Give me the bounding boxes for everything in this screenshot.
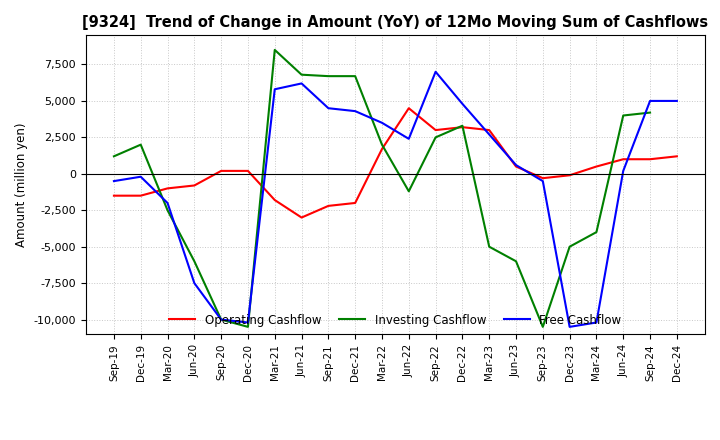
- Free Cashflow: [539, 179, 547, 184]
- Free Cashflow: [592, 320, 600, 325]
- Investing Cashflow: [217, 317, 225, 322]
- Investing Cashflow: [351, 73, 359, 79]
- Free Cashflow: [405, 136, 413, 142]
- Free Cashflow: [109, 179, 118, 184]
- Operating Cashflow: [458, 125, 467, 130]
- Operating Cashflow: [405, 106, 413, 111]
- Operating Cashflow: [217, 168, 225, 173]
- Investing Cashflow: [243, 324, 252, 330]
- Investing Cashflow: [163, 208, 172, 213]
- Investing Cashflow: [405, 189, 413, 194]
- Operating Cashflow: [378, 147, 387, 152]
- Operating Cashflow: [565, 172, 574, 178]
- Free Cashflow: [458, 101, 467, 106]
- Free Cashflow: [512, 162, 521, 168]
- Free Cashflow: [136, 174, 145, 180]
- Investing Cashflow: [565, 244, 574, 249]
- Investing Cashflow: [646, 110, 654, 115]
- Free Cashflow: [565, 324, 574, 330]
- Operating Cashflow: [324, 203, 333, 209]
- Investing Cashflow: [271, 47, 279, 52]
- Operating Cashflow: [163, 186, 172, 191]
- Free Cashflow: [672, 98, 681, 103]
- Operating Cashflow: [297, 215, 306, 220]
- Investing Cashflow: [458, 123, 467, 128]
- Free Cashflow: [243, 320, 252, 325]
- Free Cashflow: [163, 200, 172, 205]
- Operating Cashflow: [271, 198, 279, 203]
- Investing Cashflow: [592, 230, 600, 235]
- Operating Cashflow: [431, 128, 440, 133]
- Investing Cashflow: [539, 324, 547, 330]
- Operating Cashflow: [485, 128, 493, 133]
- Free Cashflow: [646, 98, 654, 103]
- Operating Cashflow: [539, 176, 547, 181]
- Investing Cashflow: [378, 142, 387, 147]
- Y-axis label: Amount (million yen): Amount (million yen): [15, 122, 28, 247]
- Investing Cashflow: [136, 142, 145, 147]
- Operating Cashflow: [646, 157, 654, 162]
- Free Cashflow: [217, 317, 225, 322]
- Line: Investing Cashflow: Investing Cashflow: [114, 50, 650, 327]
- Free Cashflow: [297, 81, 306, 86]
- Legend: Operating Cashflow, Investing Cashflow, Free Cashflow: Operating Cashflow, Investing Cashflow, …: [165, 309, 626, 331]
- Investing Cashflow: [190, 259, 199, 264]
- Operating Cashflow: [109, 193, 118, 198]
- Operating Cashflow: [136, 193, 145, 198]
- Free Cashflow: [431, 69, 440, 74]
- Operating Cashflow: [243, 168, 252, 173]
- Free Cashflow: [485, 132, 493, 137]
- Operating Cashflow: [619, 157, 628, 162]
- Investing Cashflow: [109, 154, 118, 159]
- Investing Cashflow: [619, 113, 628, 118]
- Line: Operating Cashflow: Operating Cashflow: [114, 108, 677, 217]
- Operating Cashflow: [512, 164, 521, 169]
- Operating Cashflow: [592, 164, 600, 169]
- Investing Cashflow: [512, 259, 521, 264]
- Investing Cashflow: [297, 72, 306, 77]
- Free Cashflow: [324, 106, 333, 111]
- Free Cashflow: [619, 168, 628, 173]
- Title: [9324]  Trend of Change in Amount (YoY) of 12Mo Moving Sum of Cashflows: [9324] Trend of Change in Amount (YoY) o…: [82, 15, 708, 30]
- Free Cashflow: [351, 109, 359, 114]
- Investing Cashflow: [485, 244, 493, 249]
- Operating Cashflow: [190, 183, 199, 188]
- Free Cashflow: [378, 120, 387, 125]
- Free Cashflow: [190, 280, 199, 286]
- Investing Cashflow: [431, 135, 440, 140]
- Operating Cashflow: [351, 200, 359, 205]
- Free Cashflow: [271, 87, 279, 92]
- Line: Free Cashflow: Free Cashflow: [114, 72, 677, 327]
- Operating Cashflow: [672, 154, 681, 159]
- Investing Cashflow: [324, 73, 333, 79]
